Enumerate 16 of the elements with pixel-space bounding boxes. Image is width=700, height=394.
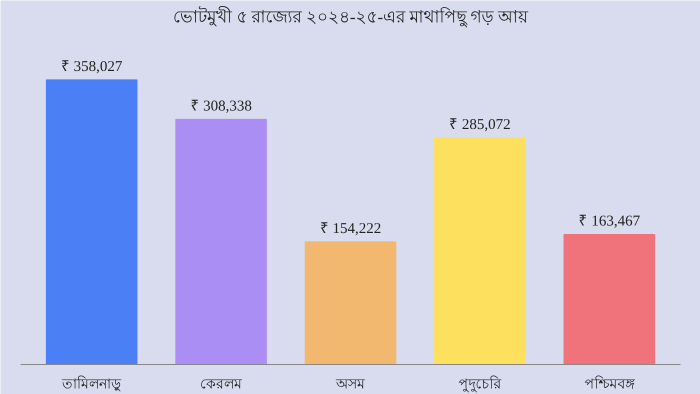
x-tick-label: তামিলনাড়ু — [61, 376, 122, 392]
data-label: ₹ 285,072 — [449, 116, 511, 133]
x-tick-label: পুদুচেরি — [458, 376, 502, 392]
x-tick-label: পশ্চিমবঙ্গ — [584, 376, 636, 392]
bar — [564, 234, 656, 364]
bar — [434, 137, 526, 364]
data-label: ₹ 154,222 — [320, 220, 382, 237]
x-tick-label: কেরলম — [200, 376, 242, 392]
x-tick-label: অসম — [335, 376, 365, 392]
bar — [304, 241, 396, 364]
chart-title: ভোটমুখী ৫ রাজ্যের ২০২৪-২৫-এর মাথাপিছু গড় আয় — [173, 6, 529, 28]
bar — [46, 79, 138, 364]
bar — [175, 118, 267, 364]
data-label: ₹ 308,338 — [190, 98, 252, 114]
data-label: ₹ 163,467 — [578, 214, 641, 230]
data-label: ₹ 358,027 — [60, 58, 123, 75]
